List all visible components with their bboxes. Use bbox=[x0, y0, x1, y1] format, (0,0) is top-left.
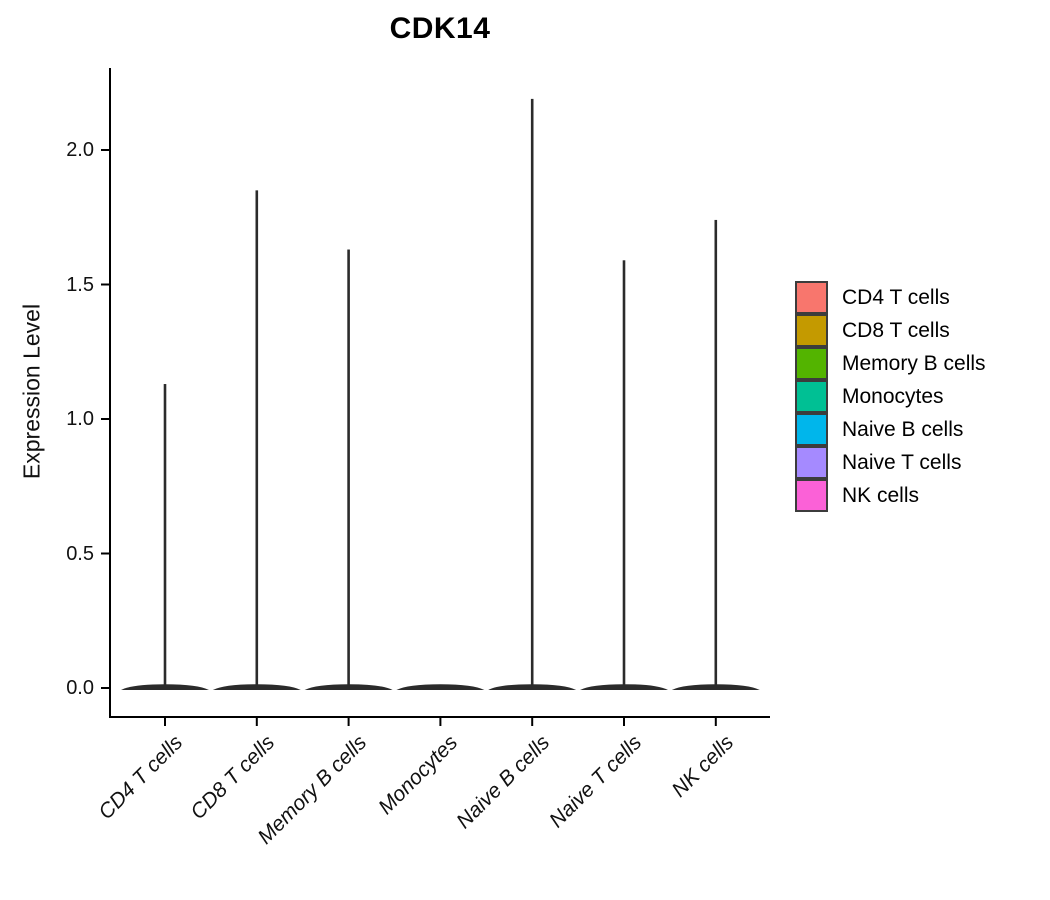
legend-swatch-icon bbox=[795, 380, 828, 413]
violin-spike-memory-b-cells bbox=[347, 249, 350, 686]
legend-item-cd4-t-cells: CD4 T cells bbox=[795, 281, 986, 314]
legend-swatch-icon bbox=[795, 446, 828, 479]
legend-label: Naive B cells bbox=[842, 417, 964, 441]
y-tick-label: 0.0 bbox=[66, 677, 94, 699]
violin-spike-cd4-t-cells bbox=[163, 384, 167, 686]
violin-base-naive-t-cells bbox=[580, 684, 668, 690]
violin-base-cd8-t-cells bbox=[212, 684, 301, 690]
violin-base-monocytes bbox=[396, 684, 485, 690]
violin-base-nk-cells bbox=[671, 684, 760, 690]
legend-item-nk-cells: NK cells bbox=[795, 479, 986, 512]
legend-item-cd8-t-cells: CD8 T cells bbox=[795, 314, 986, 347]
violin-spike-cd8-t-cells bbox=[255, 190, 259, 686]
legend-swatch-icon bbox=[795, 314, 828, 347]
violin-base-memory-b-cells bbox=[304, 684, 393, 690]
legend-label: Memory B cells bbox=[842, 351, 986, 375]
y-tick-label: 2.0 bbox=[66, 139, 94, 161]
legend-item-monocytes: Monocytes bbox=[795, 380, 986, 413]
legend-swatch-icon bbox=[795, 347, 828, 380]
y-tick-label: 1.5 bbox=[66, 273, 94, 296]
legend-item-memory-b-cells: Memory B cells bbox=[795, 347, 986, 380]
legend-item-naive-b-cells: Naive B cells bbox=[795, 413, 986, 446]
legend: CD4 T cells CD8 T cells Memory B cells Mono… bbox=[795, 281, 986, 512]
violin-base-naive-b-cells bbox=[488, 684, 577, 690]
legend-swatch-icon bbox=[795, 479, 828, 512]
legend-label: CD4 T cells bbox=[842, 285, 950, 309]
legend-item-naive-t-cells: Naive T cells bbox=[795, 446, 986, 479]
y-tick-label: 1.0 bbox=[66, 408, 94, 430]
violin-spike-nk-cells bbox=[714, 219, 718, 686]
legend-label: Monocytes bbox=[842, 384, 944, 408]
legend-swatch-icon bbox=[795, 413, 828, 446]
chart-title: CDK14 bbox=[389, 12, 491, 45]
legend-label: NK cells bbox=[842, 483, 920, 507]
y-tick-label: 0.5 bbox=[66, 542, 94, 565]
legend-swatch-icon bbox=[795, 281, 828, 314]
violin-spike-naive-t-cells bbox=[622, 260, 626, 686]
violin-base-cd4-t-cells bbox=[121, 684, 209, 690]
legend-label: CD8 T cells bbox=[842, 318, 950, 342]
violin-spike-naive-b-cells bbox=[530, 98, 534, 686]
legend-label: Naive T cells bbox=[842, 450, 962, 474]
